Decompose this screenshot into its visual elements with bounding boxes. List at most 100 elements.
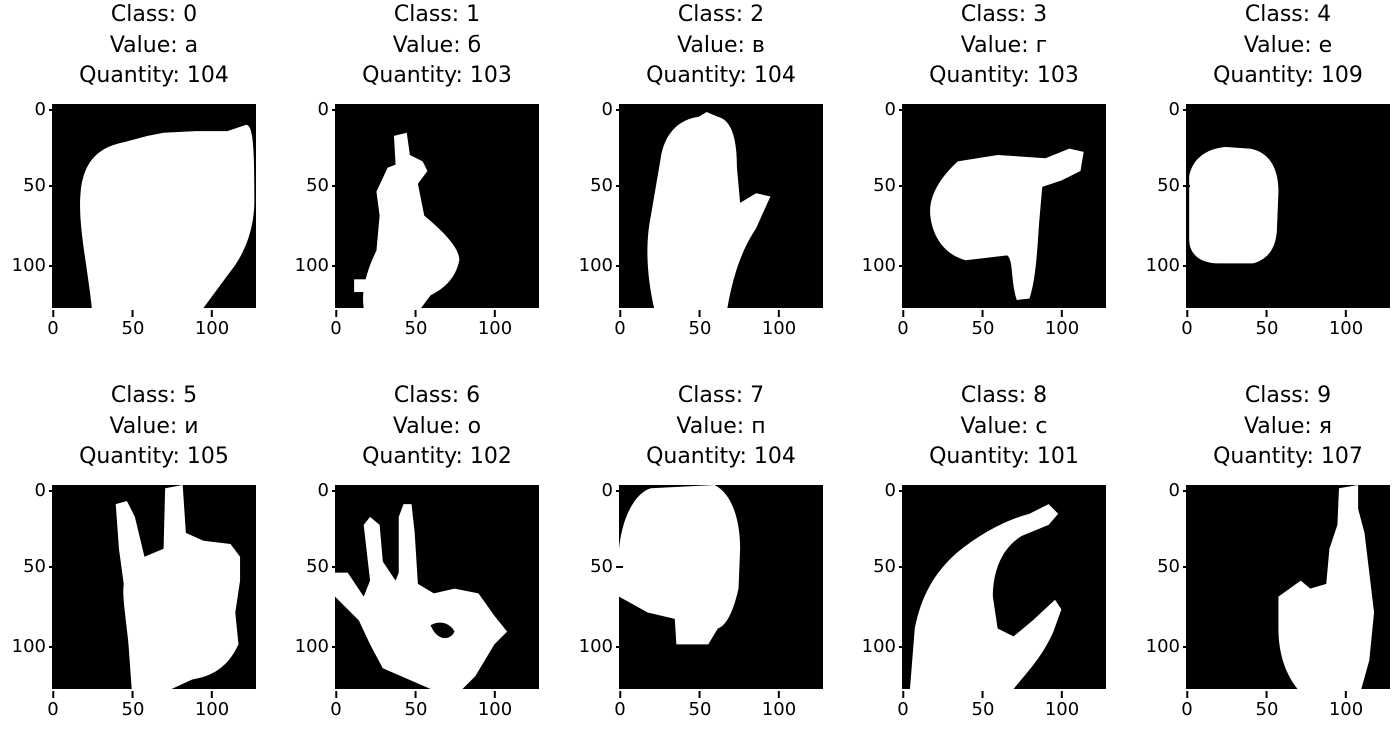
quantity-label: Quantity: 104 [646,63,796,88]
quantity-label: Quantity: 101 [929,444,1079,469]
quantity-label: Quantity: 107 [1213,444,1363,469]
hand-mask-image [335,104,539,308]
class-label: Class: 2 [677,2,765,27]
class-label: Class: 1 [393,2,481,27]
hand-mask-image [902,104,1106,308]
value-label: Value: и [109,413,199,439]
subplot-title: Class: 4 Value: е Quantity: 109 [1186,0,1390,92]
class-label: Class: 3 [960,2,1048,27]
class-label: Class: 8 [960,383,1048,408]
x-tick: 50 [688,699,712,720]
x-tick: 100 [477,699,513,720]
subplot-class-6: Class: 6 Value: о Quantity: 102 0 50 100… [283,381,543,719]
quantity-label: Quantity: 103 [362,63,512,88]
subplot-title: Class: 0 Value: а Quantity: 104 [52,0,256,92]
y-tick: 50 [590,175,623,196]
subplot-title: Class: 8 Value: с Quantity: 101 [902,381,1106,473]
hand-mask-image [52,485,256,689]
subplot-class-4: Class: 4 Value: е Quantity: 109 0 50 100… [1134,0,1394,338]
subplot-class-2: Class: 2 Value: в Quantity: 104 0 50 100… [567,0,827,338]
y-tick: 100 [861,255,907,276]
hand-mask-image [1186,485,1390,689]
y-tick: 100 [294,255,340,276]
hand-mask-image [619,104,823,308]
quantity-label: Quantity: 102 [362,444,512,469]
hand-silhouette [1278,485,1375,689]
value-label: Value: е [1243,32,1333,58]
hand-silhouette [354,132,460,308]
subplot-title: Class: 6 Value: о Quantity: 102 [335,381,539,473]
y-tick: 100 [578,255,624,276]
x-tick: 100 [1328,699,1364,720]
value-label: Value: с [960,413,1048,439]
x-tick: 100 [1044,318,1080,339]
y-tick: 100 [1145,255,1191,276]
subplot-title: Class: 2 Value: в Quantity: 104 [619,0,823,92]
x-tick: 0 [1181,318,1193,339]
class-label: Class: 4 [1244,2,1332,27]
y-tick: 100 [294,636,340,657]
x-tick: 50 [688,318,712,339]
x-tick: 50 [1255,318,1279,339]
subplot-title: Class: 1 Value: б Quantity: 103 [335,0,539,92]
subplot-class-1: Class: 1 Value: б Quantity: 103 0 50 100… [283,0,543,338]
value-label: Value: а [109,32,199,58]
y-tick: 50 [306,175,339,196]
class-label: Class: 0 [110,2,198,27]
class-label: Class: 6 [393,383,481,408]
y-tick: 50 [23,556,56,577]
x-tick: 0 [614,699,626,720]
subplot-class-3: Class: 3 Value: г Quantity: 103 0 50 100… [850,0,1110,338]
y-tick: 50 [1157,556,1190,577]
x-tick: 100 [1044,699,1080,720]
x-tick: 100 [194,699,230,720]
x-tick: 0 [330,318,342,339]
y-tick: 100 [11,255,57,276]
y-tick: 0 [1168,480,1191,501]
hand-silhouette [930,148,1084,301]
y-tick: 100 [578,636,624,657]
quantity-label: Quantity: 104 [646,444,796,469]
y-tick: 50 [306,556,339,577]
y-tick: 0 [601,99,624,120]
hand-silhouette [115,485,241,689]
y-tick: 50 [590,556,623,577]
class-label: Class: 7 [677,383,765,408]
x-tick: 0 [897,318,909,339]
x-tick: 50 [1255,699,1279,720]
x-tick: 0 [1181,699,1193,720]
x-tick: 50 [404,318,428,339]
class-label: Class: 9 [1244,383,1332,408]
y-tick: 50 [1157,175,1190,196]
y-tick: 0 [34,480,57,501]
value-label: Value: в [677,32,765,58]
subplot-class-8: Class: 8 Value: с Quantity: 101 0 50 100… [850,381,1110,719]
value-label: Value: я [1243,413,1333,439]
value-label: Value: г [960,32,1048,58]
hand-mask-image [335,485,539,689]
x-tick: 50 [121,699,145,720]
subplot-title: Class: 7 Value: п Quantity: 104 [619,381,823,473]
subplot-title: Class: 9 Value: я Quantity: 107 [1186,381,1390,473]
y-tick: 50 [23,175,56,196]
subplot-class-7: Class: 7 Value: п Quantity: 104 0 50 100… [567,381,827,719]
subplot-class-9: Class: 9 Value: я Quantity: 107 0 50 100… [1134,381,1394,719]
x-tick: 50 [121,318,145,339]
quantity-label: Quantity: 109 [1213,63,1363,88]
y-tick: 100 [1145,636,1191,657]
value-label: Value: п [676,413,766,439]
y-tick: 50 [873,175,906,196]
subplot-title: Class: 3 Value: г Quantity: 103 [902,0,1106,92]
hand-mask-image [1186,104,1390,308]
x-tick: 100 [477,318,513,339]
x-tick: 100 [761,699,797,720]
subplot-class-5: Class: 5 Value: и Quantity: 105 0 50 100… [0,381,260,719]
value-label: Value: б [392,32,482,58]
hand-silhouette [80,124,255,308]
hand-mask-image [902,485,1106,689]
quantity-label: Quantity: 105 [79,444,229,469]
hand-silhouette [1189,147,1279,264]
y-tick: 0 [884,480,907,501]
y-tick: 0 [317,99,340,120]
